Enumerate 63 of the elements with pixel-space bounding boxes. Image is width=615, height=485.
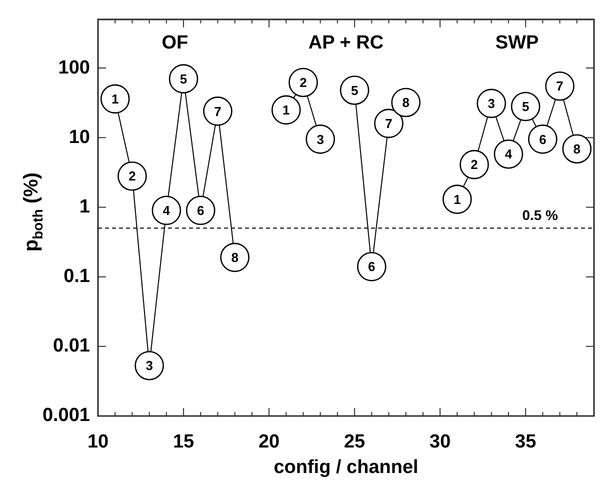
point (476, 88, 506, 118)
annotation: 5 (350, 82, 358, 98)
annotation: 7 (214, 104, 222, 119)
point (442, 184, 472, 214)
x-tick-label: 20 (258, 432, 280, 453)
point (545, 71, 574, 101)
point (100, 84, 130, 114)
point (528, 124, 558, 154)
annotation: 7 (556, 78, 564, 94)
y-tick-label: 10 (68, 126, 90, 148)
y-tick-label: 0.01 (53, 336, 90, 357)
annotation: 7 (385, 116, 392, 132)
x-tick-label: 35 (515, 432, 537, 453)
point (203, 96, 232, 126)
annotation: 3 (488, 96, 495, 112)
annotation: 3 (316, 132, 324, 147)
annotation: 4 (504, 146, 513, 162)
x-axis-title: config / channel (274, 456, 418, 478)
annotation: 2 (300, 75, 307, 90)
annotation: 6 (539, 132, 546, 147)
annotation: 3 (146, 358, 153, 374)
point (220, 242, 250, 272)
annotation: 2 (128, 168, 136, 184)
point (152, 196, 182, 226)
annotation: 6 (368, 259, 376, 274)
y-tick-label: 0.001 (42, 405, 90, 426)
annotation: 2 (470, 157, 478, 172)
annotation: 1 (111, 92, 119, 106)
point (271, 95, 301, 125)
annotation: 8 (231, 250, 238, 265)
point (118, 161, 147, 191)
ref-line-label: 0.5 % (522, 207, 559, 224)
annotation: 1 (282, 102, 290, 118)
point (288, 68, 318, 98)
series-label: SWP (495, 32, 539, 54)
annotation: 4 (162, 202, 171, 218)
point (494, 139, 524, 169)
point (374, 108, 404, 138)
y-tick-label: 1 (79, 196, 90, 218)
annotation: 5 (522, 99, 530, 114)
annotation: 8 (573, 141, 581, 156)
point (510, 92, 540, 122)
point (340, 76, 370, 105)
x-tick-label: 30 (430, 432, 451, 453)
annotation: 1 (454, 192, 461, 207)
series-label: AP + RC (308, 32, 384, 54)
point (168, 64, 198, 94)
annotation: 5 (180, 71, 188, 86)
x-tick-label: 10 (87, 432, 109, 453)
y-tick-label: 0.1 (64, 266, 90, 288)
point (134, 350, 164, 380)
series-label: OF (162, 32, 188, 54)
annotation: 6 (197, 202, 204, 218)
y-tick-label: 100 (58, 57, 90, 78)
annotation: 8 (402, 95, 410, 110)
point (562, 134, 592, 164)
x-tick-label: 25 (344, 432, 366, 453)
point (391, 88, 421, 118)
point (357, 252, 386, 282)
x-tick-label: 15 (172, 432, 195, 453)
point (186, 196, 216, 226)
point (306, 124, 335, 154)
point (460, 150, 489, 180)
